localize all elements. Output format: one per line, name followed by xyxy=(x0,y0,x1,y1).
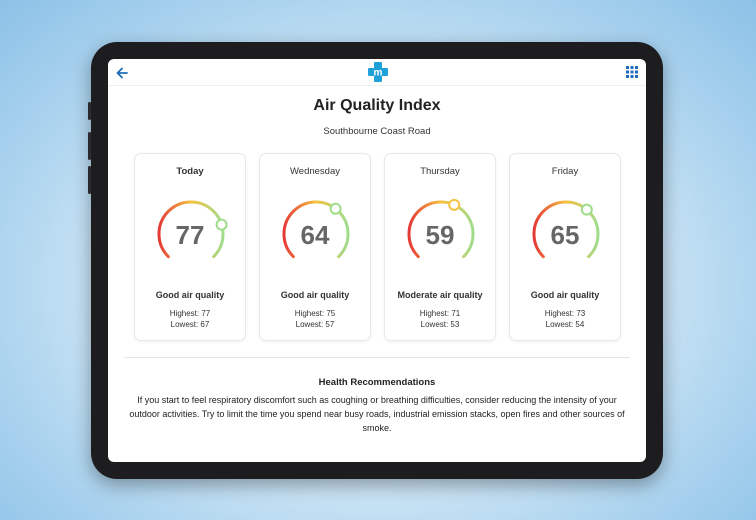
lowest-value: Lowest: 57 xyxy=(295,320,335,329)
aqi-value: 64 xyxy=(300,220,330,250)
aqi-gauge xyxy=(532,200,600,259)
section-divider xyxy=(124,357,630,358)
app-screen: m Air Quality Index Southbourne Coast Ro… xyxy=(108,59,646,462)
gauge-arc xyxy=(532,200,600,259)
tablet-side-button xyxy=(88,102,91,120)
health-recommendations-text: If you start to feel respiratory discomf… xyxy=(129,395,625,433)
gauge-marker xyxy=(580,203,593,216)
gauge-arc xyxy=(157,200,225,259)
forecast-card-today[interactable]: Today 77 Good air quality Highest: 77 Lo… xyxy=(134,153,246,341)
arrow-left-icon[interactable] xyxy=(114,65,130,81)
highest-value: Highest: 71 xyxy=(419,309,461,318)
grid-icon[interactable] xyxy=(626,66,638,78)
lowest-value: Lowest: 53 xyxy=(420,320,460,329)
highest-value: Highest: 77 xyxy=(169,309,211,318)
card-day-label: Today xyxy=(176,166,204,177)
forecast-card-thursday[interactable]: Thursday 59 Moderate air quality Highest… xyxy=(384,153,496,341)
card-day-label: Friday xyxy=(551,166,579,177)
gauge-marker xyxy=(329,202,342,215)
lowest-value: Lowest: 54 xyxy=(545,320,585,329)
aqi-value: 59 xyxy=(425,220,455,250)
tablet-frame: m Air Quality Index Southbourne Coast Ro… xyxy=(88,42,663,479)
air-quality-label: Good air quality xyxy=(280,290,350,300)
card-day-label: Wednesday xyxy=(290,166,340,177)
gauge-arc xyxy=(407,200,475,259)
forecast-card-friday[interactable]: Friday 65 Good air quality Highest: 73 L… xyxy=(509,153,621,341)
gauge-marker xyxy=(448,198,461,211)
gauge-arc xyxy=(282,200,350,259)
air-quality-label: Good air quality xyxy=(530,290,600,300)
highest-value: Highest: 73 xyxy=(544,309,586,318)
logo-letter: m xyxy=(374,68,383,79)
air-quality-label: Good air quality xyxy=(155,290,225,300)
air-quality-label: Moderate air quality xyxy=(397,290,483,300)
aqi-gauge xyxy=(157,200,228,259)
page-title: Air Quality Index xyxy=(313,97,441,114)
health-recommendations-title: Health Recommendations xyxy=(318,377,436,388)
top-bar: m xyxy=(108,59,646,86)
lowest-value: Lowest: 67 xyxy=(170,320,210,329)
forecast-cards: Today 77 Good air quality Highest: 77 Lo… xyxy=(134,153,622,341)
aqi-gauge xyxy=(282,200,350,259)
tablet-volume-up-button xyxy=(88,132,91,160)
card-day-label: Thursday xyxy=(420,166,460,177)
highest-value: Highest: 75 xyxy=(294,309,336,318)
location-name: Southbourne Coast Road xyxy=(323,126,431,137)
app-logo: m xyxy=(368,62,388,82)
aqi-value: 65 xyxy=(550,220,580,250)
forecast-card-wednesday[interactable]: Wednesday 64 Good air quality Highest: 7… xyxy=(259,153,371,341)
aqi-value: 77 xyxy=(175,220,205,250)
gauge-marker xyxy=(215,218,228,231)
tablet-volume-down-button xyxy=(88,166,91,194)
aqi-gauge xyxy=(407,198,475,259)
